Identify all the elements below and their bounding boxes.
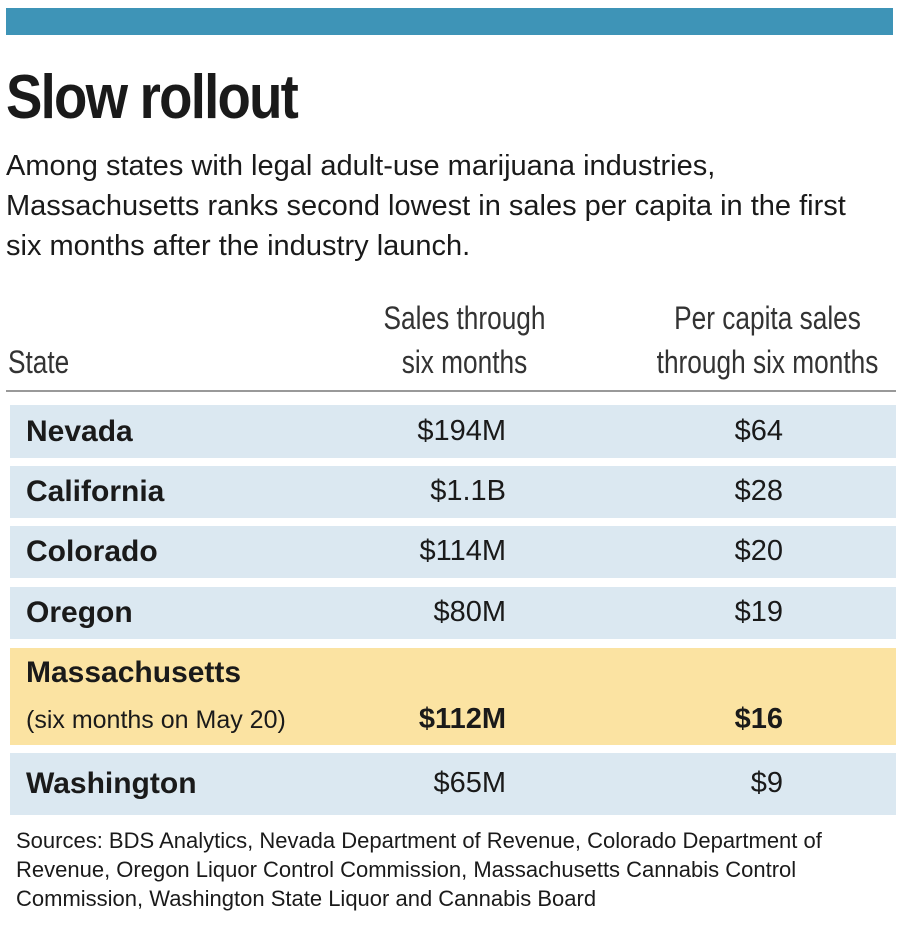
header-divider [6,390,896,392]
top-accent-bar [6,8,893,35]
sales-value: $1.1B [430,475,506,507]
header-sales-l1: Sales through [383,300,545,336]
table-row: Oregon $80M $19 [10,587,896,639]
header-sales: Sales through six months [383,296,545,384]
per-capita-value: $28 [734,475,783,507]
state-name: Nevada [26,414,133,448]
table-row: California $1.1B $28 [10,466,896,518]
state-name: Oregon [26,596,133,629]
state-name: Colorado [26,535,158,568]
subtitle: Among states with legal adult-use mariju… [6,150,846,262]
per-capita-value: $64 [734,414,783,447]
header-per-capita: Per capita sales through six months [656,296,878,384]
sales-value: $65M [433,767,506,799]
table-row: Nevada $194M $64 [10,405,896,458]
sources: Sources: BDS Analytics, Nevada Departmen… [16,828,822,911]
per-capita-value: $16 [734,703,783,735]
sales-value: $194M [417,414,506,447]
sales-value: $114M [419,535,506,567]
header-pc-l2: through six months [656,344,878,380]
sales-value: $112M [418,703,506,735]
state-note: (six months on May 20) [26,706,286,734]
state-name: Massachusetts [26,656,242,689]
sales-value: $80M [433,596,506,628]
per-capita-value: $19 [734,596,783,628]
page-title: Slow rollout [6,63,299,132]
per-capita-value: $20 [734,535,783,567]
header-pc-l1: Per capita sales [673,300,861,336]
state-name: California [26,475,165,508]
header-sales-l2: six months [401,344,527,380]
table-row: Washington $65M $9 [10,753,896,815]
header-state: State [8,344,70,380]
table-row: Colorado $114M $20 [10,526,896,578]
state-name: Washington [26,767,197,800]
per-capita-value: $9 [750,767,783,799]
table-row: Massachusetts (six months on May 20) $112M… [10,648,896,745]
